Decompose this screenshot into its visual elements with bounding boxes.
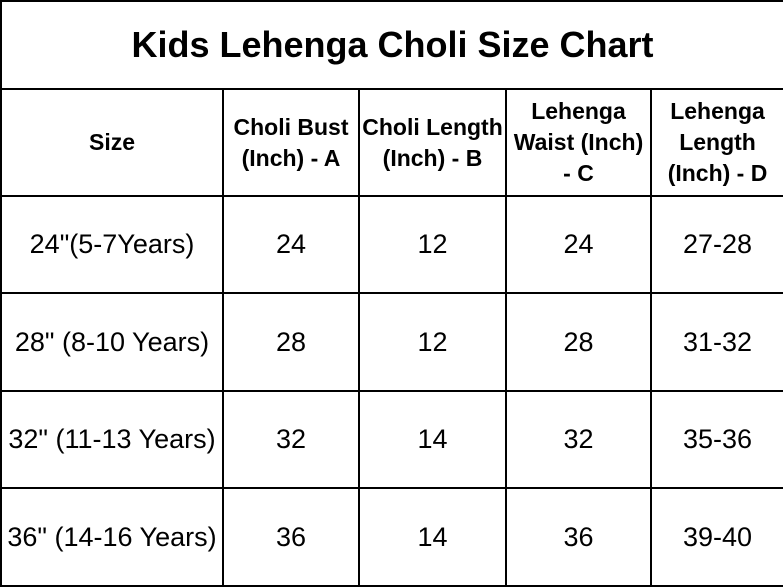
table-row: 24"(5-7Years) 24 12 24 27-28 [0,194,783,295]
column-header-lehenga-length: Lehenga Length (Inch) - D [649,88,783,197]
lehenga-waist-cell: 32 [505,389,652,490]
choli-length-cell: 14 [358,389,507,490]
column-header-size: Size [0,88,224,197]
table-row: 28" (8-10 Years) 28 12 28 31-32 [0,292,783,392]
choli-bust-cell: 36 [222,487,360,587]
size-cell: 36" (14-16 Years) [0,487,224,587]
table-row: 32" (11-13 Years) 32 14 32 35-36 [0,389,783,490]
size-cell: 32" (11-13 Years) [0,389,224,490]
lehenga-waist-cell: 28 [505,292,652,392]
choli-length-cell: 14 [358,487,507,587]
size-cell: 24"(5-7Years) [0,194,224,295]
column-header-lehenga-waist: Lehenga Waist (Inch) - C [505,88,652,197]
size-cell: 28" (8-10 Years) [0,292,224,392]
table-row: 36" (14-16 Years) 36 14 36 39-40 [0,487,783,587]
column-header-choli-bust: Choli Bust (Inch) - A [222,88,360,197]
lehenga-length-cell: 39-40 [649,487,783,587]
title-row: Kids Lehenga Choli Size Chart [0,0,783,91]
lehenga-waist-cell: 36 [505,487,652,587]
lehenga-waist-cell: 24 [505,194,652,295]
header-row: Size Choli Bust (Inch) - A Choli Length … [0,88,783,197]
lehenga-length-cell: 35-36 [649,389,783,490]
lehenga-length-cell: 27-28 [649,194,783,295]
lehenga-length-cell: 31-32 [649,292,783,392]
choli-length-cell: 12 [358,194,507,295]
choli-bust-cell: 28 [222,292,360,392]
choli-bust-cell: 32 [222,389,360,490]
choli-length-cell: 12 [358,292,507,392]
choli-bust-cell: 24 [222,194,360,295]
column-header-choli-length: Choli Length (Inch) - B [358,88,507,197]
page-title: Kids Lehenga Choli Size Chart [0,0,783,91]
